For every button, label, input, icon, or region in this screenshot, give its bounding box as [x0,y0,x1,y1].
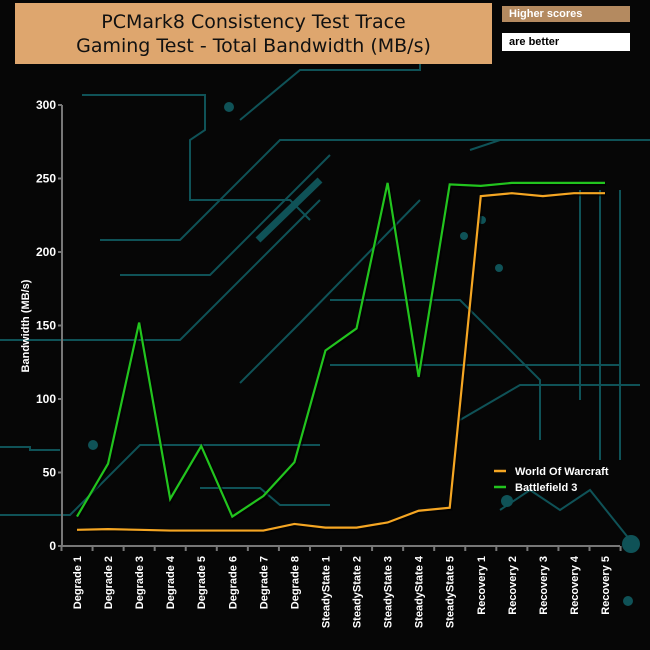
x-tick-label: Recovery 3 [538,556,550,615]
series-shadow [77,192,606,534]
x-tick-label: SteadyState 1 [320,556,332,628]
x-tick-label: Degrade 3 [134,556,146,609]
x-tick-label: Degrade 7 [258,556,270,609]
x-tick-label: SteadyState 5 [445,556,457,628]
y-tick-label: 300 [36,98,56,112]
y-tick-label: 250 [36,172,56,186]
x-tick-label: Recovery 2 [507,556,519,615]
series-line-0 [76,192,605,532]
x-tick-label: Recovery 5 [600,556,612,615]
chart-title-line2: Gaming Test - Total Bandwidth (MB/s) [76,35,431,57]
x-tick-label: Recovery 4 [569,555,581,615]
x-tick-label: Degrade 6 [227,556,239,609]
x-tick-label: Degrade 4 [165,555,177,609]
higher-scores-badge: Higher scores [502,6,630,22]
x-tick-label: Degrade 8 [289,556,301,609]
y-tick-label: 100 [36,392,56,406]
x-tick-label: Degrade 2 [103,556,115,609]
series-line-1 [76,181,605,519]
x-tick-label: SteadyState 2 [352,556,364,628]
x-tick-label: SteadyState 3 [383,556,395,628]
legend-label: World Of Warcraft [515,466,609,478]
x-tick-label: Recovery 1 [476,556,488,615]
x-tick-label: Degrade 5 [196,556,208,609]
legend-label: Battlefield 3 [515,482,577,494]
are-better-badge: are better [502,33,630,51]
chart-title-line1: PCMark8 Consistency Test Trace [101,11,406,33]
chart-title-box: PCMark8 Consistency Test Trace Gaming Te… [15,3,492,64]
y-tick-label: 0 [49,539,56,553]
y-axis-label: Bandwidth (MB/s) [20,279,32,372]
y-tick-label: 200 [36,245,56,259]
x-tick-label: Degrade 1 [72,556,84,609]
y-tick-label: 50 [43,466,57,480]
y-tick-label: 150 [36,319,56,333]
x-tick-label: SteadyState 4 [414,555,426,628]
